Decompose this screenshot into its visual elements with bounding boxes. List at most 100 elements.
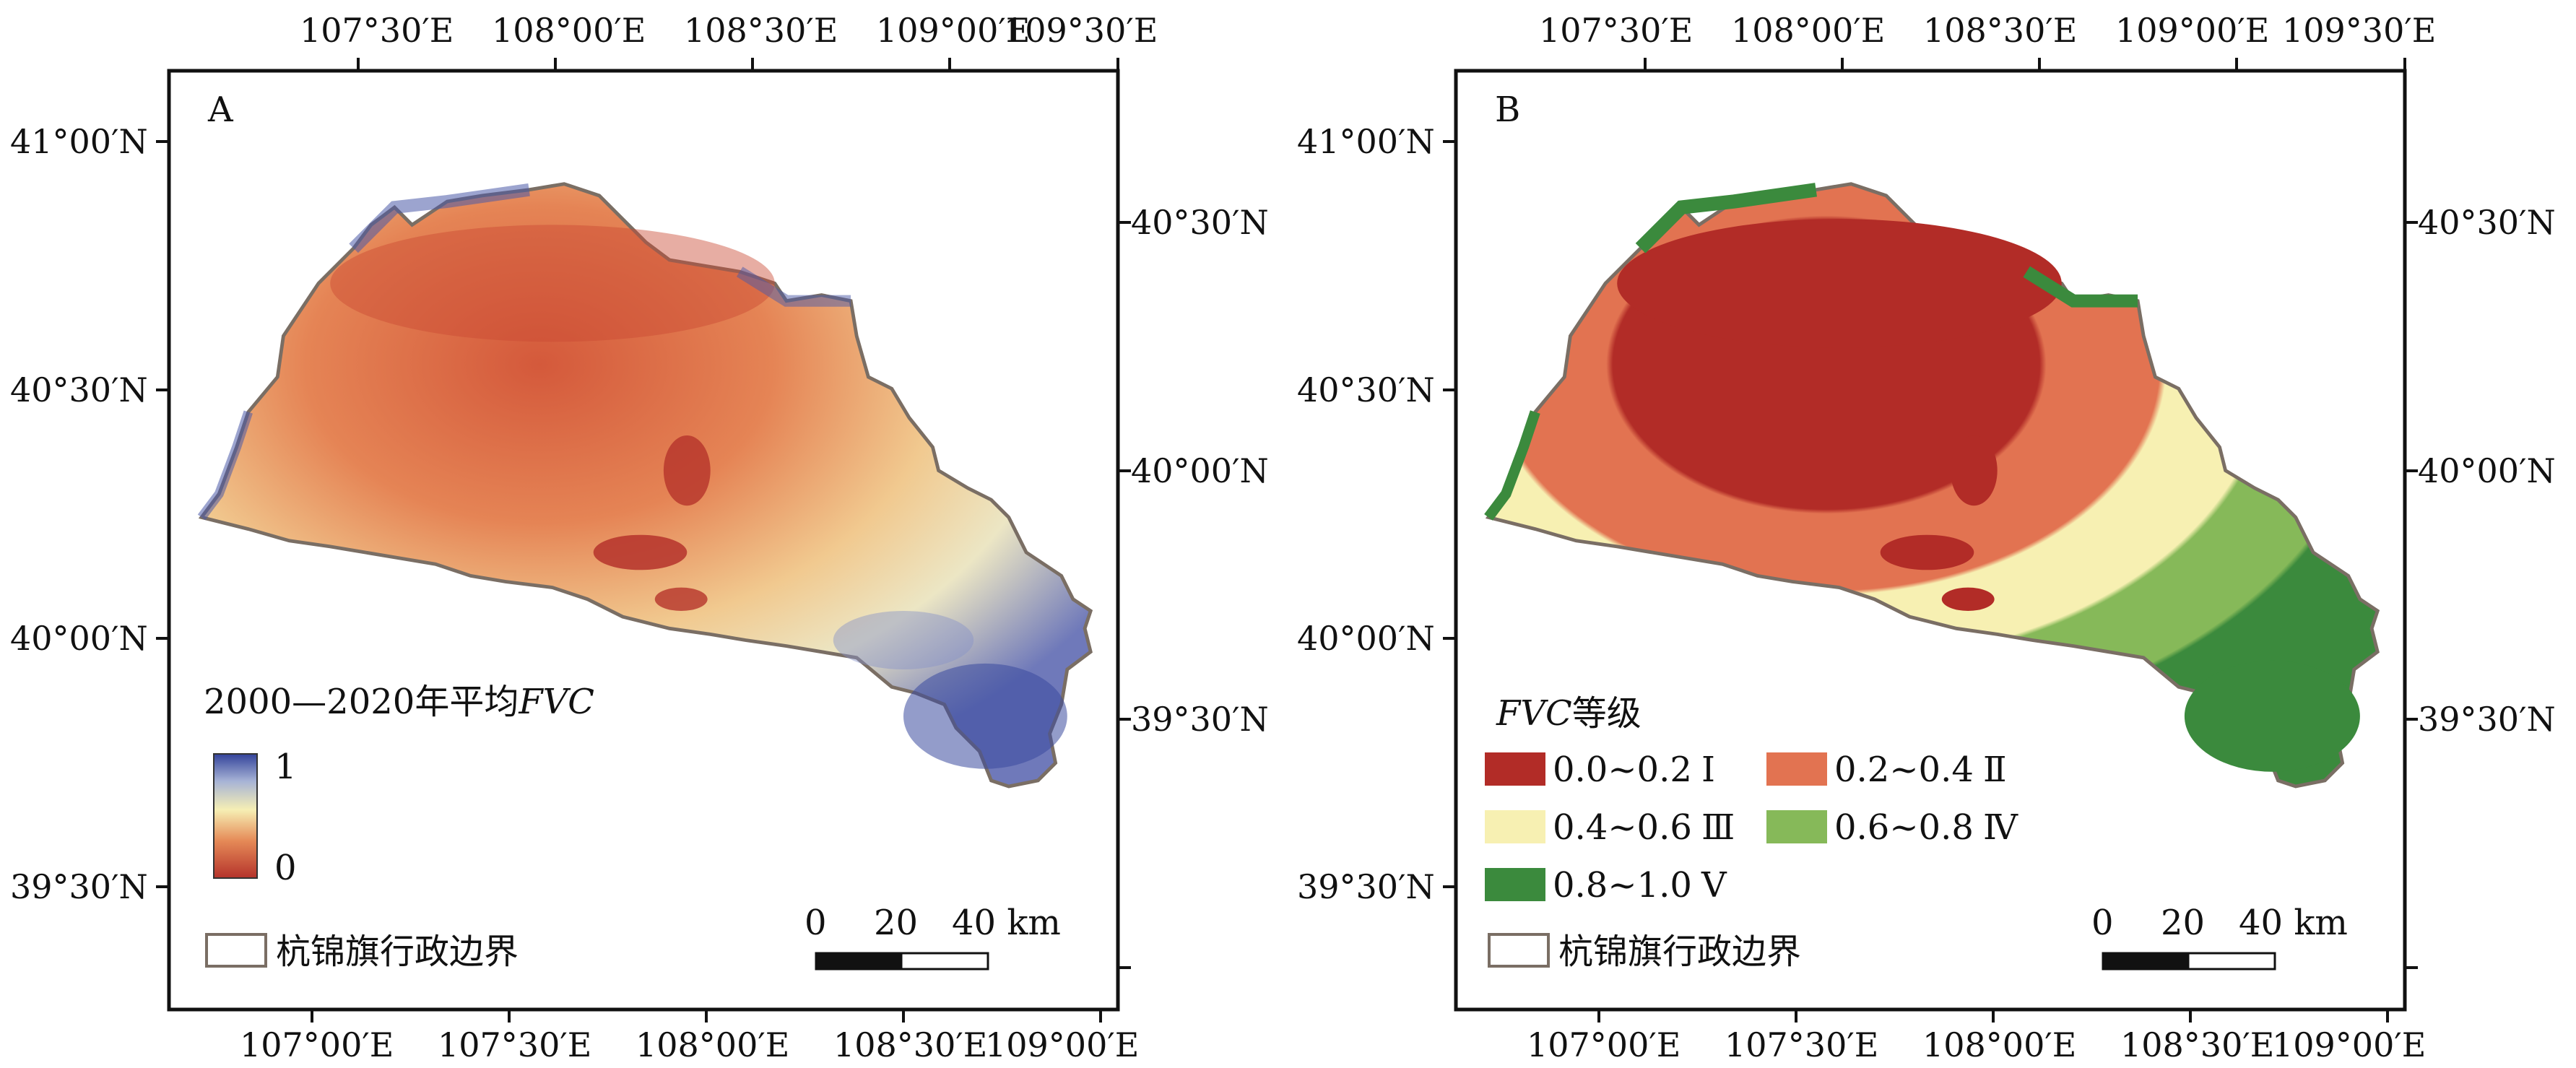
high-fvc-zone bbox=[903, 663, 1067, 769]
bottom-tick-label: 109°00′E bbox=[2272, 1025, 2426, 1064]
colorbar-max-label: 1 bbox=[274, 747, 297, 787]
boundary-swatch bbox=[1488, 933, 1550, 968]
class-V-range: 0.8~1.0 bbox=[1553, 865, 1692, 906]
left-tick-label: 40°00′N bbox=[1297, 619, 1435, 658]
class-I-patch bbox=[1950, 435, 1998, 506]
class-V-zone bbox=[2184, 660, 2360, 772]
scale-bar: 0 20 40 km bbox=[2091, 903, 2348, 971]
high-fvc-fringe bbox=[197, 410, 253, 521]
top-tick-label: 107°30′E bbox=[300, 11, 454, 50]
scale-label: 20 bbox=[2161, 903, 2205, 943]
high-fvc-fringe bbox=[349, 183, 530, 253]
panel-a: A 107°30′E 108°00′E 108°30′E 109°00′E 10… bbox=[10, 11, 1269, 1064]
high-fvc-fringe bbox=[736, 266, 851, 307]
bottom-tick-label: 109°00′E bbox=[985, 1025, 1139, 1064]
boundary-swatch bbox=[205, 933, 267, 968]
class-III-range: 0.4~0.6 bbox=[1553, 807, 1692, 848]
left-tick-label: 41°00′N bbox=[10, 122, 148, 161]
right-tick-label: 40°30′N bbox=[2418, 203, 2556, 242]
right-tick-label: 39°30′N bbox=[1131, 700, 1269, 739]
bottom-ticks: 107°00′E 107°30′E 108°00′E 108°30′E 109°… bbox=[1527, 1010, 2426, 1064]
bottom-tick-label: 108°30′E bbox=[2120, 1025, 2274, 1064]
high-fvc-zone bbox=[833, 611, 974, 669]
right-ticks: 40°30′N 40°00′N 39°30′N bbox=[2405, 203, 2556, 969]
top-ticks: 107°30′E 108°00′E 108°30′E 109°00′E 109°… bbox=[300, 11, 1158, 71]
class-V-grade: Ⅴ bbox=[1701, 865, 1727, 906]
fvc-map bbox=[197, 183, 1090, 786]
low-fvc-patch bbox=[663, 435, 711, 506]
scale-label: 0 bbox=[2091, 903, 2114, 943]
bottom-tick-label: 107°00′E bbox=[1527, 1025, 1681, 1064]
boundary-label: 杭锦旗行政边界 bbox=[1558, 932, 1801, 972]
fvc-colorbar bbox=[213, 753, 258, 879]
class-I-swatch bbox=[1485, 752, 1545, 786]
top-tick-label: 108°00′E bbox=[492, 11, 646, 50]
colorbar-min-label: 0 bbox=[274, 848, 297, 888]
class-I-grade: Ⅰ bbox=[1701, 750, 1715, 790]
class-I-patch bbox=[1880, 534, 1974, 570]
bottom-tick-label: 107°30′E bbox=[1725, 1025, 1878, 1064]
top-ticks: 107°30′E 108°00′E 108°30′E 109°00′E 109°… bbox=[1539, 11, 2436, 71]
bottom-tick-label: 108°00′E bbox=[1922, 1025, 2076, 1064]
top-tick-label: 108°30′E bbox=[1923, 11, 2077, 50]
scale-label: 40 km bbox=[952, 903, 1061, 943]
legend-title: 2000—2020年平均FVC bbox=[204, 682, 594, 722]
left-ticks: 41°00′N 40°30′N 40°00′N 39°30′N bbox=[10, 122, 169, 906]
class-I-patch bbox=[1941, 587, 1995, 611]
top-tick-label: 108°30′E bbox=[684, 11, 838, 50]
low-fvc-patch bbox=[593, 534, 688, 570]
left-tick-label: 39°30′N bbox=[1297, 867, 1435, 906]
boundary-label: 杭锦旗行政边界 bbox=[276, 932, 519, 972]
top-tick-label: 109°30′E bbox=[2282, 11, 2436, 50]
left-ticks: 41°00′N 40°30′N 40°00′N 39°30′N bbox=[1297, 122, 1456, 906]
top-tick-label: 108°00′E bbox=[1731, 11, 1885, 50]
panel-b: B 107°30′E 108°00′E 108°30′E 109°00′E 10… bbox=[1297, 11, 2556, 1064]
bottom-tick-label: 108°00′E bbox=[636, 1025, 789, 1064]
top-tick-label: 107°30′E bbox=[1539, 11, 1693, 50]
left-tick-label: 40°30′N bbox=[1297, 370, 1435, 409]
legend-title: FVC等级 bbox=[1496, 693, 1642, 734]
low-fvc-zone bbox=[330, 225, 775, 342]
class-II-grade: Ⅱ bbox=[1983, 750, 2007, 790]
scale-label: 0 bbox=[805, 903, 827, 943]
class-V-fringe bbox=[1484, 410, 1540, 521]
class-V-fringe bbox=[1635, 183, 1817, 253]
fvc-class-map bbox=[1484, 183, 2377, 786]
scale-bar: 0 20 40 km bbox=[805, 903, 1061, 971]
left-tick-label: 40°30′N bbox=[10, 370, 148, 409]
left-tick-label: 39°30′N bbox=[10, 867, 148, 906]
fvc-class-legend: FVC等级 0.0~0.2 Ⅰ 0.2~0.4 Ⅱ 0.4~0.6 Ⅲ 0.6~… bbox=[1485, 693, 2018, 972]
class-III-swatch bbox=[1485, 810, 1545, 843]
class-III-grade: Ⅲ bbox=[1701, 807, 1735, 848]
class-IV-swatch bbox=[1766, 810, 1827, 843]
top-tick-label: 109°30′E bbox=[1004, 11, 1158, 50]
class-I-range: 0.0~0.2 bbox=[1553, 750, 1692, 790]
right-ticks: 40°30′N 40°00′N 39°30′N bbox=[1118, 203, 1269, 969]
class-II-range: 0.2~0.4 bbox=[1834, 750, 1974, 790]
bottom-tick-label: 107°00′E bbox=[240, 1025, 394, 1064]
right-tick-label: 40°30′N bbox=[1131, 203, 1269, 242]
left-tick-label: 40°00′N bbox=[10, 619, 148, 658]
class-I-zone bbox=[1617, 219, 2062, 348]
top-tick-label: 109°00′E bbox=[2115, 11, 2269, 50]
right-tick-label: 40°00′N bbox=[2418, 451, 2556, 490]
panel-label: A bbox=[207, 90, 234, 130]
top-tick-label: 109°00′E bbox=[876, 11, 1030, 50]
scale-label: 40 km bbox=[2239, 903, 2348, 943]
bottom-tick-label: 108°30′E bbox=[833, 1025, 987, 1064]
class-V-fringe bbox=[2023, 266, 2138, 308]
class-II-swatch bbox=[1766, 752, 1827, 786]
class-IV-grade: Ⅳ bbox=[1983, 807, 2018, 848]
left-tick-label: 41°00′N bbox=[1297, 122, 1435, 161]
bottom-tick-label: 107°30′E bbox=[438, 1025, 591, 1064]
class-IV-range: 0.6~0.8 bbox=[1834, 807, 1974, 848]
right-tick-label: 39°30′N bbox=[2418, 700, 2556, 739]
right-tick-label: 40°00′N bbox=[1131, 451, 1269, 490]
low-fvc-patch bbox=[654, 587, 708, 611]
panel-label: B bbox=[1495, 90, 1520, 130]
fvc-legend: 2000—2020年平均FVC 1 0 杭锦旗行政边界 bbox=[204, 682, 594, 972]
class-V-swatch bbox=[1485, 868, 1545, 901]
scale-label: 20 bbox=[874, 903, 918, 943]
bottom-ticks: 107°00′E 107°30′E 108°00′E 108°30′E 109°… bbox=[240, 1010, 1139, 1064]
